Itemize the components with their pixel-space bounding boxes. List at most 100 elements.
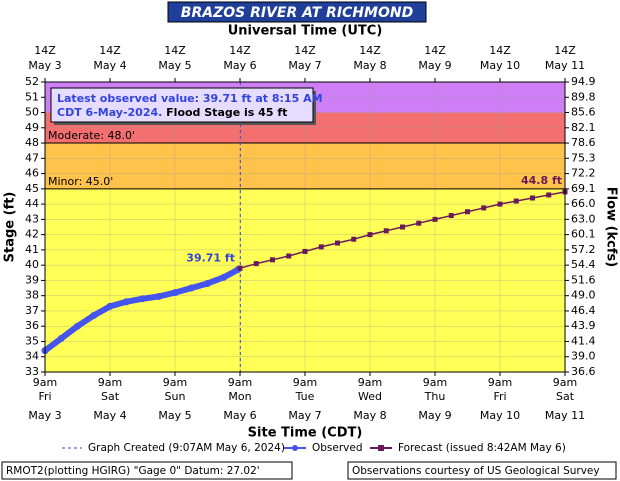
x-tick-weekday: Thu [424,390,446,403]
forecast-point [302,248,308,254]
observed-point [139,295,146,303]
plot-area: 33 36.6 34 39.0 35 41.4 36 43.9 37 46.4 38 49.0 39 51… [25,44,596,422]
plot-frame [44,81,566,373]
y2-tick-label: 94.9 [571,75,596,88]
y2-tick-label: 75.3 [571,151,596,164]
x-tick-weekday: Fri [493,390,506,403]
legend-observed-label: Observed [312,442,363,454]
observed-point [106,302,114,310]
x-tick-date: May 10 [480,409,520,422]
y2-tick-label: 51.6 [571,273,596,286]
top-x-tick-date: May 3 [28,59,61,72]
forecast-point [351,236,357,242]
legend-forecast-label: Forecast (issued 8:42AM May 6) [398,442,566,454]
forecast-point [367,232,373,238]
y2-tick-label: 78.6 [571,136,596,149]
top-x-tick-date: May 6 [223,59,256,72]
y2-tick-label: 82.1 [571,121,596,134]
x-tick-date: May 7 [288,409,321,422]
y-tick-label: 52 [25,75,39,88]
forecast-point [481,205,487,211]
x-tick-time: 9am [423,376,447,389]
x-tick-time: 9am [98,376,122,389]
y-tick-label: 42 [25,228,39,241]
y-tick-label: 37 [25,304,39,317]
footer-left-box [1,461,293,480]
forecast-point [465,209,470,215]
y2-tick-label: 89.8 [571,90,596,103]
x-tick-date: May 8 [353,409,386,422]
top-x-tick-time: 14Z [294,44,316,57]
x-tick-time: 9am [553,376,577,389]
y-tick-label: 46 [25,167,39,180]
y-tick-label: 40 [25,258,39,271]
forecast-point [335,240,340,246]
y-tick-label: 47 [25,151,39,164]
top-x-tick-date: May 11 [545,59,585,72]
x-tick-weekday: Wed [358,390,382,403]
forecast-point [448,213,454,219]
observed-point [57,334,65,342]
top-x-tick-date: May 8 [353,59,386,72]
top-x-tick-date: May 10 [480,59,520,72]
top-x-tick-time: 14Z [489,44,511,57]
y-tick-label: 49 [25,121,39,134]
forecast-point [383,228,389,234]
y2-tick-label: 41.4 [571,334,596,347]
x-tick-date: May 11 [545,409,585,422]
forecast-point [400,224,405,230]
x-tick-weekday: Sat [556,390,575,403]
observed-point [171,289,179,297]
x-tick-weekday: Tue [295,390,315,403]
observed-point [90,312,98,320]
top-x-tick-date: May 7 [288,59,321,72]
chart-title: BRAZOS RIVER AT RICHMOND [181,5,413,21]
y2-tick-label: 69.1 [571,182,596,195]
observed-point [74,322,81,330]
y-axis-title: Stage (ft) [3,192,18,263]
threshold-label: Minor: 45.0' [48,175,113,188]
info-date: CDT 6-May-2024. [57,106,162,119]
forecast-point [513,198,519,204]
x-tick-time: 9am [33,376,57,389]
y2-tick-label: 63.0 [571,212,596,225]
top-x-tick-time: 14Z [99,44,121,57]
x-tick-date: May 5 [158,409,191,422]
top-x-tick-date: May 5 [158,59,191,72]
value-annotation: 44.8 ft [521,174,562,187]
observed-point [220,273,228,281]
top-x-tick-time: 14Z [359,44,381,57]
forecast-point [416,220,422,226]
y-tick-label: 50 [25,106,39,119]
footer-left: RMOT2(plotting HGIRG) "Gage 0" Datum: 27… [6,465,260,477]
forecast-point [546,192,552,198]
x-tick-time: 9am [228,376,252,389]
observed-point [204,279,211,287]
x-tick-time: 9am [163,376,187,389]
value-annotation: 39.71 ft [186,252,235,265]
forecast-point [270,257,275,263]
y2-tick-label: 57.2 [571,243,596,256]
x-tick-date: May 9 [418,409,451,422]
legend: Graph Created (9:07AM May 6, 2024) Obser… [62,442,566,454]
footer-right-box [347,461,617,480]
y2-tick-label: 39.0 [571,350,596,363]
legend-observed-marker [292,445,298,451]
y2-tick-label: 43.9 [571,319,596,332]
y2-axis-title: Flow (kcfs) [604,187,619,267]
x-tick-weekday: Sat [101,390,120,403]
legend-created-label: Graph Created (9:07AM May 6, 2024) [88,442,285,454]
y2-tick-label: 46.4 [571,304,596,317]
info-line2: CDT 6-May-2024. Flood Stage is 45 ft [57,106,287,119]
x-tick-date: May 4 [93,409,126,422]
footer-right: Observations courtesy of US Geological S… [352,465,600,477]
forecast-point [237,265,243,271]
forecast-point [530,195,535,201]
y2-tick-label: 85.6 [571,106,596,119]
x-tick-weekday: Fri [38,390,51,403]
y-tick-label: 34 [25,350,39,363]
y-tick-label: 51 [25,90,39,103]
forecast-point [318,244,324,250]
y-tick-label: 48 [25,136,39,149]
y2-tick-label: 66.0 [571,197,596,210]
